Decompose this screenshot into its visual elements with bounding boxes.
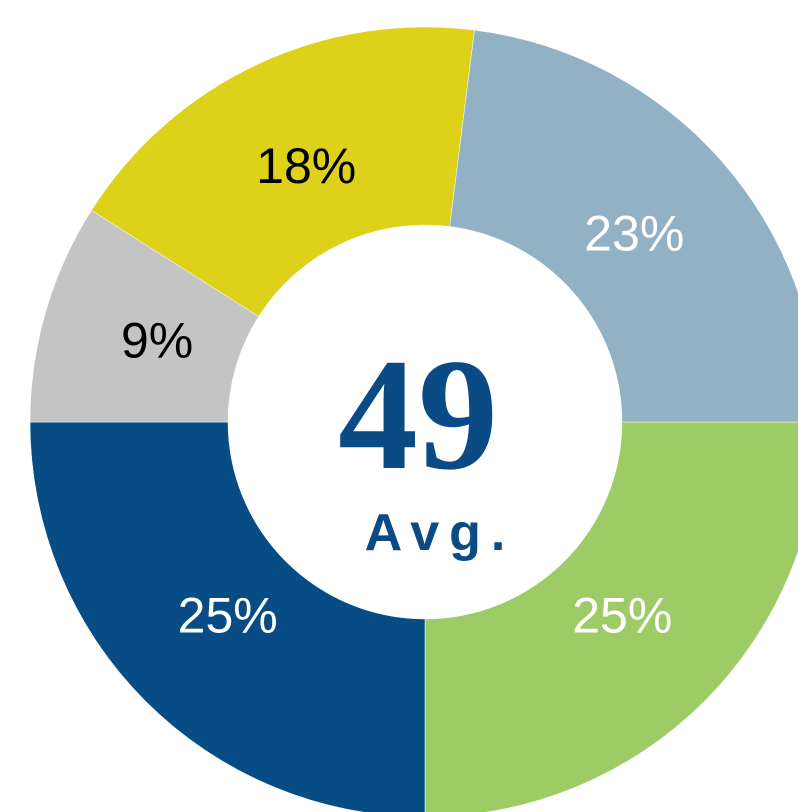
- center-value: 49: [338, 325, 498, 503]
- slice: [424, 421, 798, 812]
- slice: [449, 29, 798, 423]
- slice: [29, 421, 426, 812]
- slice-label: 9%: [121, 312, 193, 368]
- slices: [29, 26, 798, 812]
- slice: [91, 26, 475, 317]
- center-label: Avg.: [365, 504, 516, 562]
- slice-label: 25%: [572, 587, 672, 643]
- slice-label: 25%: [178, 587, 278, 643]
- slice-label: 18%: [256, 138, 356, 194]
- slice-label: 23%: [584, 206, 684, 262]
